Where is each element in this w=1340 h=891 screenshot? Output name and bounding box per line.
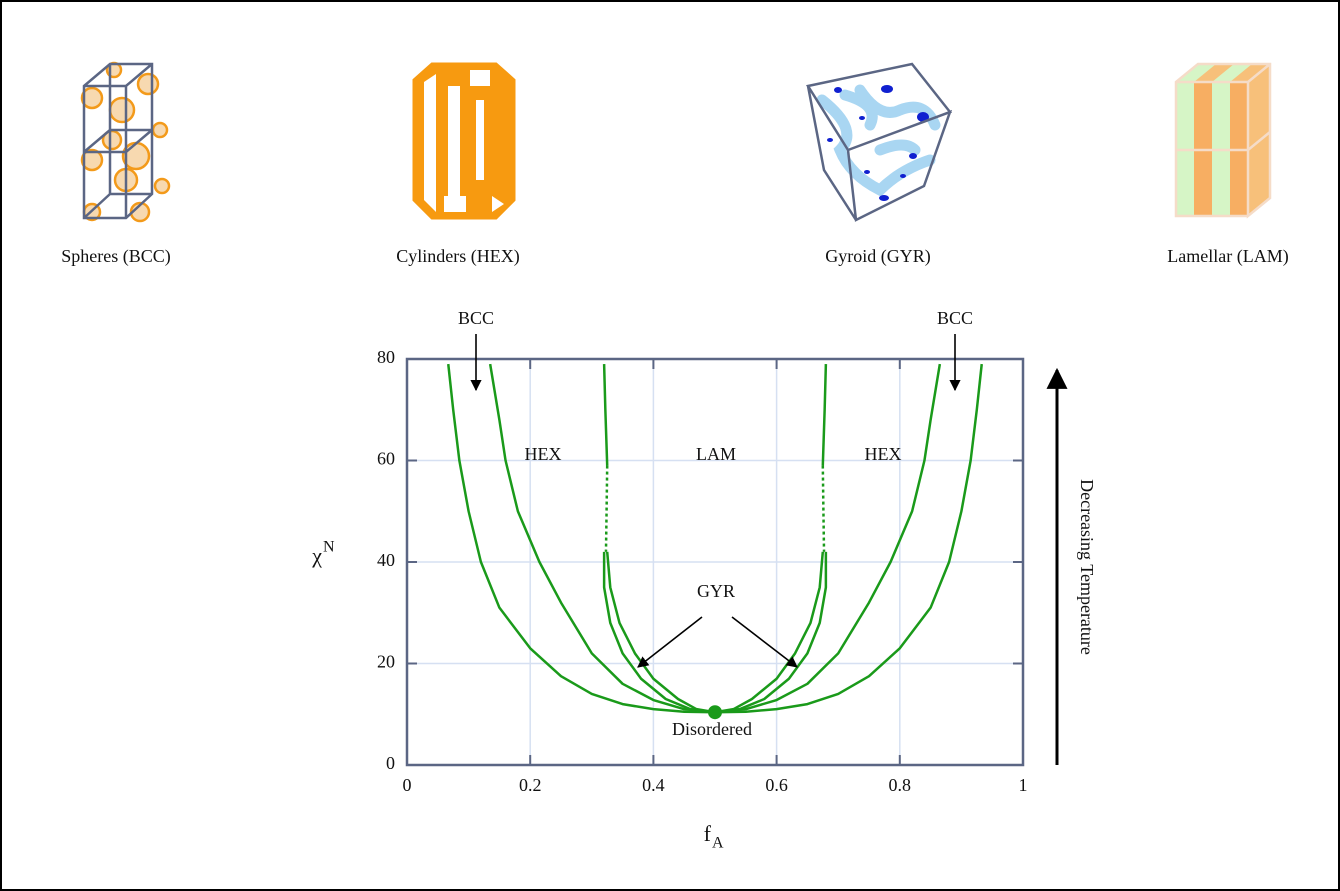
x-tick-label: 0.6 (765, 775, 788, 795)
critical-point (708, 705, 722, 720)
x-tick-label: 0.2 (519, 775, 542, 795)
spheres-icon (80, 61, 171, 223)
plot: 0 20 40 60 80 0 0.2 0.4 0.6 0.8 1 (377, 347, 1028, 795)
x-tick-label: 0 (403, 775, 412, 795)
phase-boundary (821, 364, 828, 466)
y-axis-label-sup: N (323, 539, 335, 556)
plot-frame (405, 357, 1025, 767)
structure-caption: Gyroid (GYR) (825, 246, 931, 267)
phase-boundary (821, 465, 826, 552)
lamellar-icon (1174, 62, 1272, 219)
y-tick-label: 60 (377, 449, 395, 469)
annotation: HEX (865, 444, 902, 464)
y-tick-label: 80 (377, 347, 395, 367)
x-tick-label: 0.8 (889, 775, 912, 795)
y-axis-label: χ (311, 543, 322, 568)
phase-boundary (602, 364, 609, 466)
x-axis-label-sub: A (712, 835, 724, 852)
annotation-arrows (470, 334, 1068, 765)
y-tick-label: 0 (386, 753, 395, 773)
cylinders-icon (412, 62, 516, 220)
y-tick-label: 40 (377, 550, 395, 570)
structure-caption: Cylinders (HEX) (396, 246, 519, 267)
x-tick-label: 0.4 (642, 775, 665, 795)
annotation: GYR (697, 581, 735, 601)
gyroid-icon (805, 62, 953, 222)
x-axis-label: f (704, 821, 712, 846)
annotation: BCC (937, 308, 973, 328)
annotation: Disordered (672, 719, 752, 739)
annotation: HEX (525, 444, 562, 464)
structure-caption: Lamellar (LAM) (1167, 246, 1288, 267)
x-tick-label: 1 (1019, 775, 1028, 795)
annotation: BCC (458, 308, 494, 328)
side-label: Decreasing Temperature (1077, 479, 1097, 655)
phase-boundary (604, 465, 609, 552)
y-tick-label: 20 (377, 652, 395, 672)
structure-caption: Spheres (BCC) (61, 246, 171, 267)
annotation: LAM (696, 444, 736, 464)
